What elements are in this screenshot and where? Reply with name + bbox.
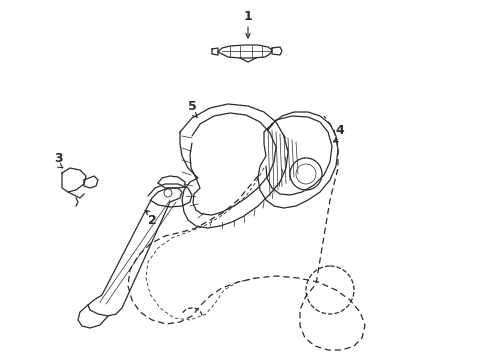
Text: 1: 1	[244, 9, 252, 22]
Text: 5: 5	[188, 99, 196, 112]
Text: 2: 2	[147, 213, 156, 226]
Text: 4: 4	[336, 123, 344, 136]
Text: 3: 3	[54, 152, 62, 165]
